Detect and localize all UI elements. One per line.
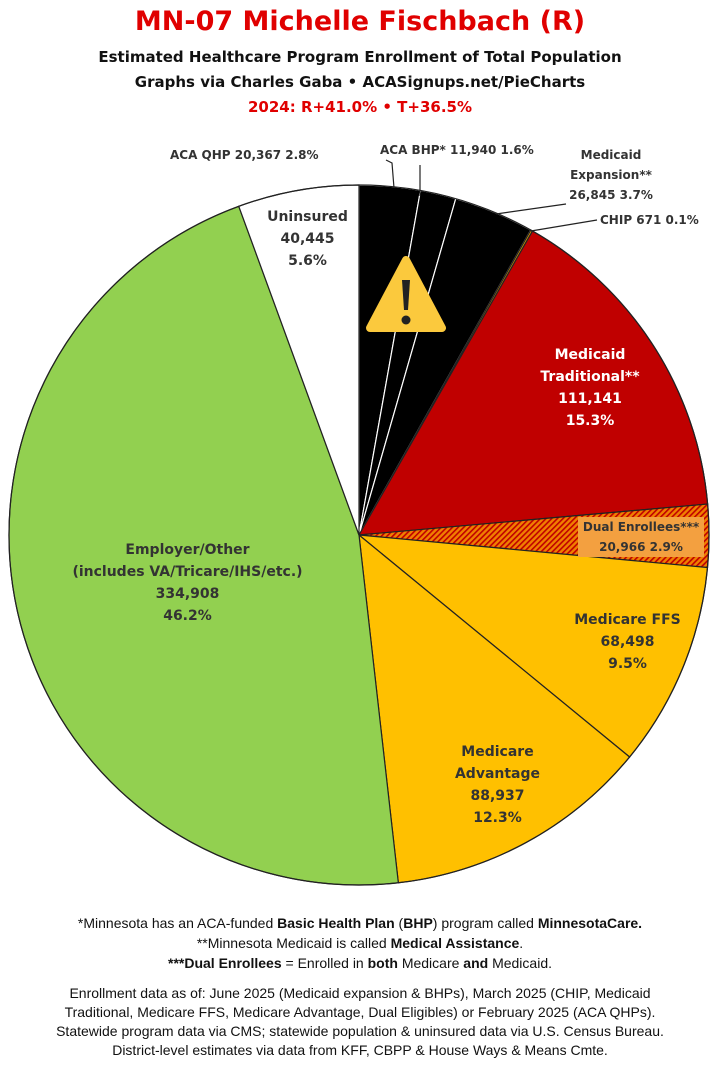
chart-subtitle: Estimated Healthcare Program Enrollment … — [98, 48, 622, 66]
label-medicare-ffs: Medicare FFS 68,498 9.5% — [560, 609, 695, 675]
label-line: Employer/Other — [125, 542, 250, 558]
label-line: 88,937 — [470, 788, 525, 804]
label-line: 68,498 — [600, 634, 655, 650]
label-line: 111,141 — [558, 391, 622, 407]
label-line: 334,908 — [155, 586, 220, 602]
label-dual-enrollees: Dual Enrollees*** 20,966 2.9% — [578, 517, 704, 557]
label-line: (includes VA/Tricare/IHS/etc.) — [72, 564, 303, 580]
label-line: Medicare FFS — [574, 612, 681, 628]
callout-lines — [385, 159, 598, 232]
label-medicaid-traditional: Medicaid Traditional** 111,141 15.3% — [530, 344, 650, 432]
label-aca-bhp: ACA BHP* 11,940 1.6% — [380, 143, 534, 157]
label-uninsured: Uninsured 40,445 5.6% — [250, 206, 365, 272]
chart-credit: Graphs via Charles Gaba • ACASignups.net… — [134, 73, 586, 91]
callout-line-chip — [530, 219, 598, 232]
label-line: Uninsured — [267, 209, 348, 225]
label-medicaid-expansion: Medicaid Expansion** 26,845 3.7% — [566, 145, 656, 205]
label-line: Dual Enrollees*** — [582, 520, 700, 534]
source-line: Traditional, Medicare FFS, Medicare Adva… — [64, 1004, 656, 1020]
callout-line-medicaid-expansion — [495, 203, 567, 215]
label-line: Medicaid — [554, 347, 626, 363]
chart-title: MN-07 Michelle Fischbach (R) — [134, 6, 586, 37]
label-line: 15.3% — [565, 413, 615, 429]
label-line: 9.5% — [608, 656, 647, 672]
source-line: Enrollment data as of: June 2025 (Medica… — [69, 985, 651, 1001]
label-line: Medicare — [461, 744, 534, 760]
label-line: 12.3% — [473, 810, 522, 826]
label-line: 20,966 2.9% — [599, 540, 683, 554]
source-line: District-level estimates via data from K… — [112, 1042, 608, 1058]
label-line: 5.6% — [288, 253, 327, 269]
callout-line-aca-qhp — [385, 159, 395, 189]
label-aca-qhp: ACA QHP 20,367 2.8% — [170, 148, 319, 162]
label-line: 26,845 3.7% — [569, 188, 653, 202]
label-chip: CHIP 671 0.1% — [600, 213, 699, 227]
label-line: Traditional** — [540, 369, 640, 385]
label-employer-other: Employer/Other (includes VA/Tricare/IHS/… — [30, 539, 345, 627]
label-line: 46.2% — [163, 608, 212, 624]
label-line: 40,445 — [280, 231, 335, 247]
election-margins: 2024: R+41.0% • T+36.5% — [248, 98, 472, 116]
footnote-medicaid: **Minnesota Medicaid is called Medical A… — [196, 935, 524, 951]
label-medicare-advantage: Medicare Advantage 88,937 12.3% — [440, 741, 555, 829]
label-line: Expansion** — [570, 168, 652, 182]
source-line: Statewide program data via CMS; statewid… — [56, 1023, 664, 1039]
footnote-bhp: *Minnesota has an ACA-funded Basic Healt… — [77, 915, 643, 931]
footnote-dual: ***Dual Enrollees = Enrolled in both Med… — [168, 955, 552, 971]
warning-icon — [366, 256, 446, 332]
label-line: Medicaid — [580, 148, 642, 162]
pie-outline — [8, 184, 710, 886]
label-line: Advantage — [454, 766, 541, 782]
